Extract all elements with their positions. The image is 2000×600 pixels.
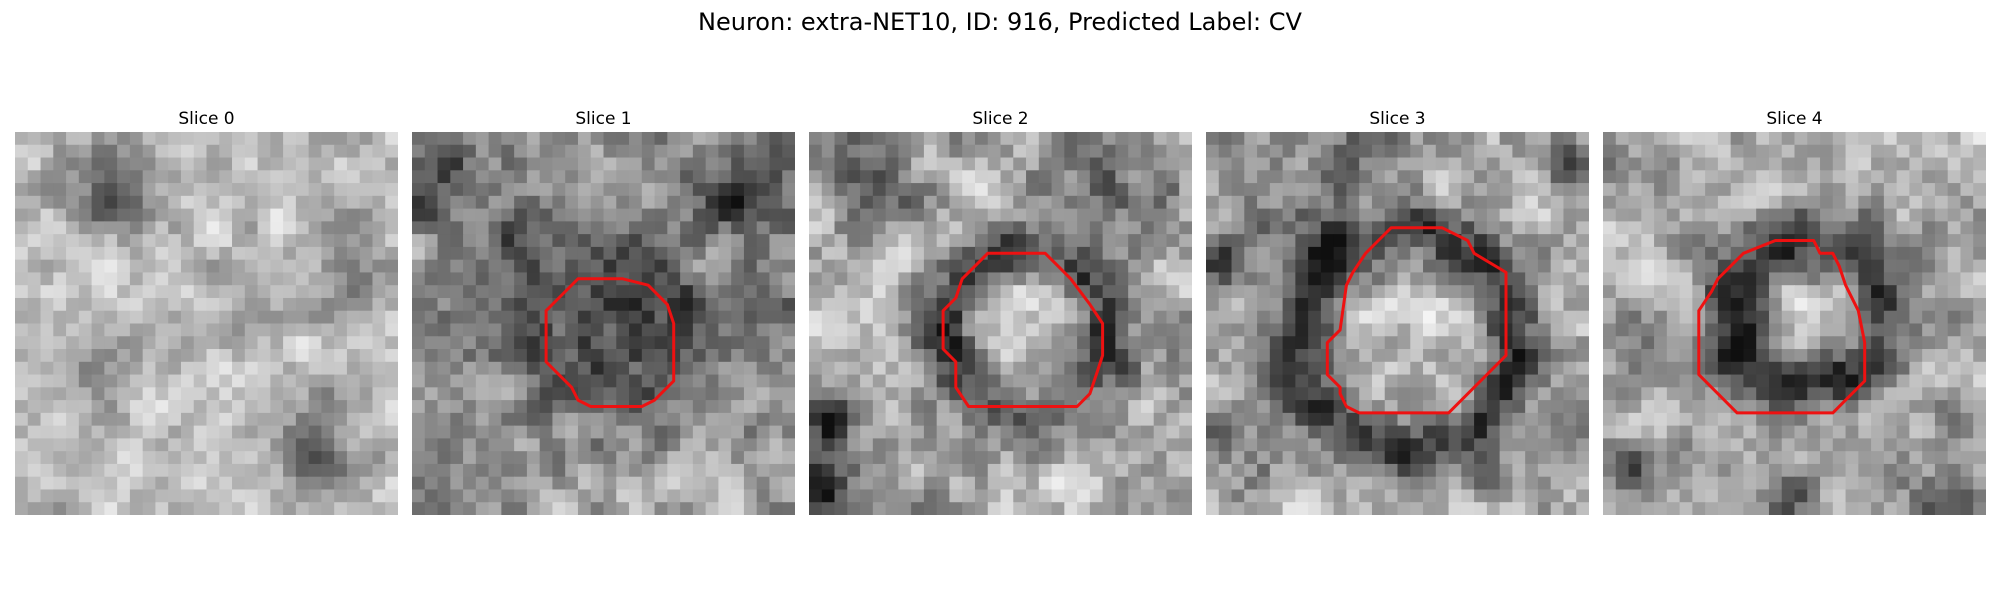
slice-image-4 [1603, 132, 1986, 515]
slice-image-0 [15, 132, 398, 515]
slice-panel-4: Slice 4 [1603, 108, 1986, 515]
slice-panel-1: Slice 1 [412, 108, 795, 515]
figure-title: Neuron: extra-NET10, ID: 916, Predicted … [698, 8, 1302, 36]
segmentation-outline [941, 251, 1105, 408]
segmentation-outline [544, 277, 676, 408]
slice-title-2: Slice 2 [972, 109, 1029, 129]
slice-pixels [809, 132, 1192, 515]
slice-title-3: Slice 3 [1369, 109, 1426, 129]
slice-image-3 [1206, 132, 1589, 515]
segmentation-outline [1697, 239, 1867, 415]
slice-title-0: Slice 0 [178, 109, 235, 129]
segmentation-outline [1325, 226, 1508, 415]
slice-pixels [1603, 132, 1986, 515]
slice-panel-3: Slice 3 [1206, 108, 1589, 515]
slice-panel-0: Slice 0 [15, 108, 398, 515]
slice-image-1 [412, 132, 795, 515]
slice-pixels [15, 132, 398, 515]
slice-title-4: Slice 4 [1766, 109, 1823, 129]
slice-title-1: Slice 1 [575, 109, 632, 129]
slice-image-2 [809, 132, 1192, 515]
slice-pixels [1206, 132, 1589, 515]
slice-panel-2: Slice 2 [809, 108, 1192, 515]
slice-pixels [412, 132, 795, 515]
